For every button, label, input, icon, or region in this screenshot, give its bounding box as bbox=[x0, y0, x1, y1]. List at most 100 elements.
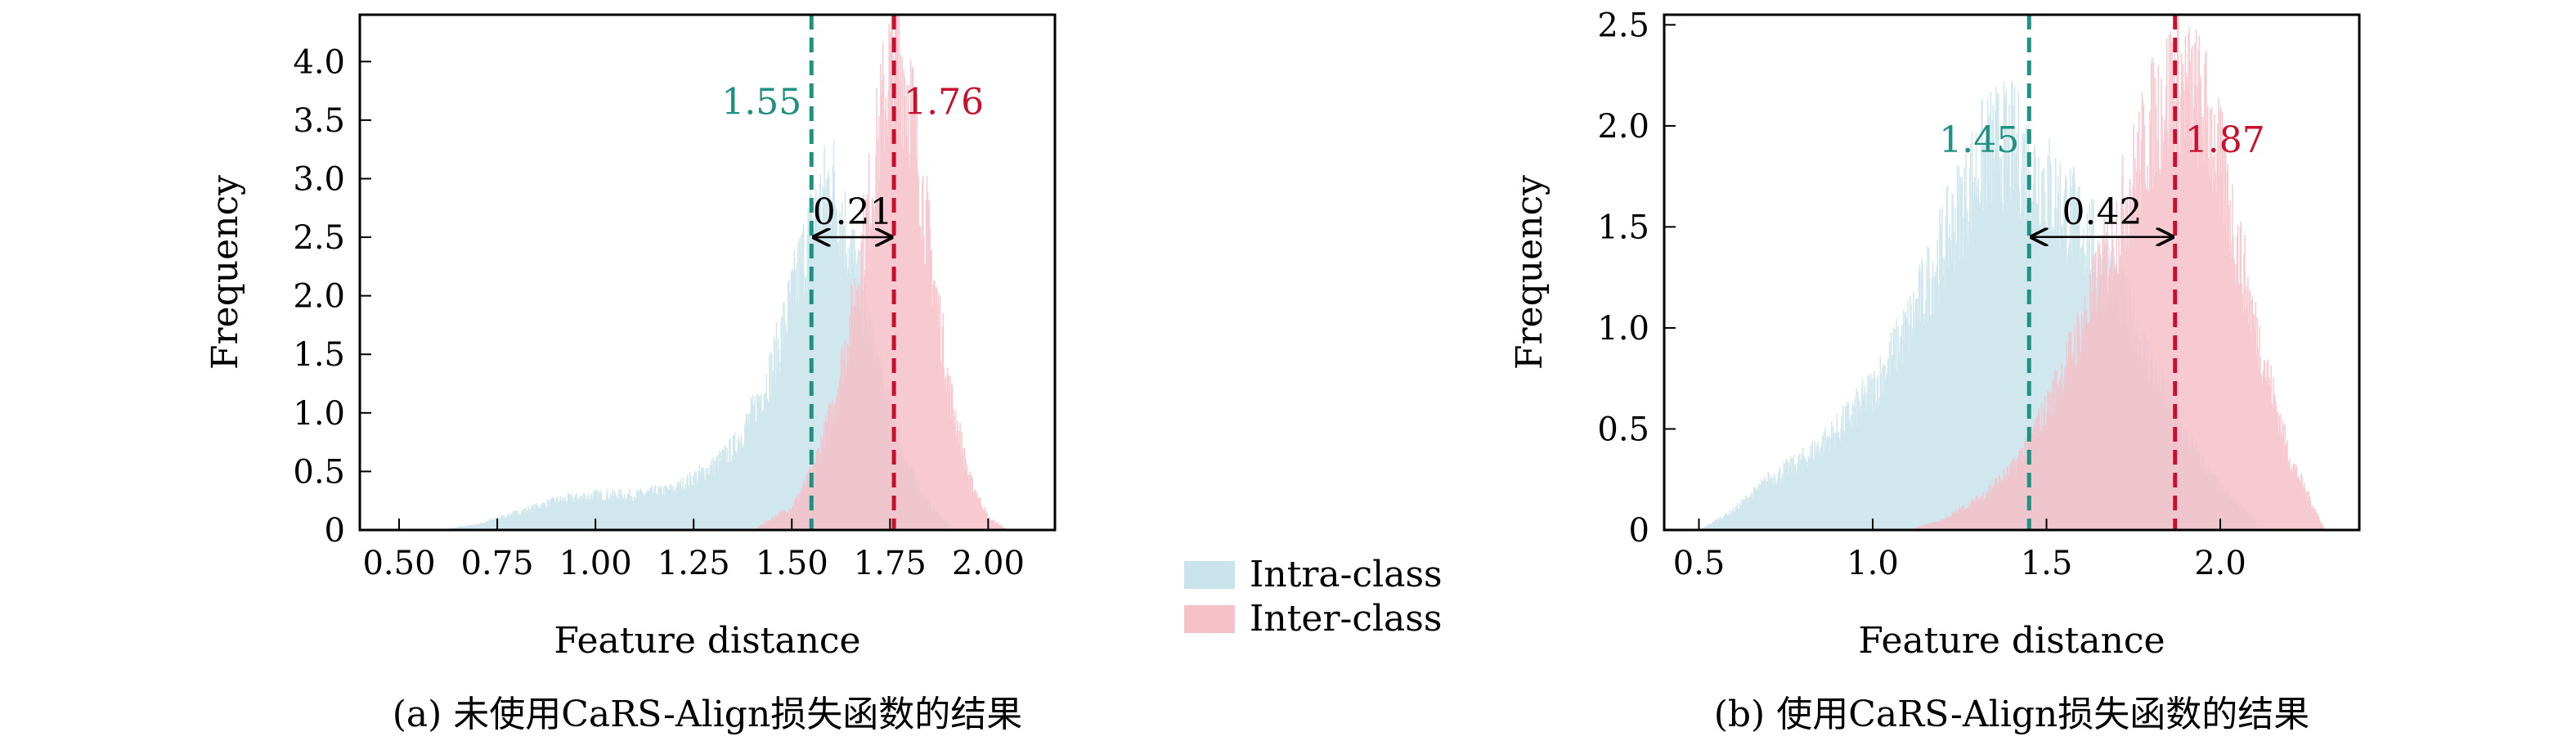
histogram-bar bbox=[2156, 171, 2158, 531]
histogram-bar bbox=[2242, 313, 2244, 530]
histogram-bar bbox=[2073, 365, 2076, 530]
histogram-bar bbox=[2011, 460, 2013, 530]
histogram-bar bbox=[868, 249, 871, 530]
histogram-bar bbox=[2248, 324, 2250, 530]
histogram-bar bbox=[534, 504, 536, 530]
histogram-bar bbox=[2173, 126, 2174, 530]
histogram-bar bbox=[972, 492, 974, 530]
histogram-bar bbox=[2014, 461, 2017, 530]
histogram-bar bbox=[529, 509, 532, 530]
histogram-bar bbox=[1820, 447, 1822, 530]
histogram-bar bbox=[1876, 379, 1878, 530]
histogram-bar bbox=[2246, 303, 2248, 530]
histogram-bar bbox=[774, 340, 776, 530]
histogram-bar bbox=[2016, 132, 2018, 530]
histogram-bar bbox=[2093, 294, 2094, 530]
histogram-bar bbox=[2036, 203, 2038, 530]
histogram-bar bbox=[1732, 512, 1734, 530]
histogram-bar bbox=[712, 456, 714, 530]
histogram-bar bbox=[2280, 433, 2282, 530]
histogram-bar bbox=[2296, 465, 2298, 530]
histogram-bar bbox=[1925, 524, 1927, 530]
histogram-bar bbox=[668, 490, 671, 530]
histogram-bar bbox=[2004, 474, 2007, 530]
histogram-bar bbox=[825, 422, 828, 530]
histogram-bar bbox=[788, 512, 790, 530]
histogram-bar bbox=[594, 490, 596, 530]
histogram-bar bbox=[977, 498, 979, 530]
histogram-bar bbox=[1811, 451, 1812, 530]
histogram-bar bbox=[1833, 433, 1835, 530]
histogram-bar bbox=[962, 455, 963, 530]
histogram-bar bbox=[2200, 76, 2201, 530]
histogram-bar bbox=[2240, 221, 2242, 530]
histogram-bar bbox=[803, 480, 806, 530]
histogram-bar bbox=[1956, 512, 1959, 530]
histogram-bar bbox=[804, 276, 806, 530]
histogram-bar bbox=[2145, 188, 2147, 531]
histogram-bar bbox=[640, 487, 642, 530]
histogram-bar bbox=[779, 361, 782, 530]
histogram-bar bbox=[2126, 198, 2129, 530]
legend-swatch-inter bbox=[1184, 605, 1235, 633]
histogram-bar bbox=[2309, 496, 2311, 530]
histogram-bar bbox=[617, 500, 618, 530]
histogram-bar bbox=[1839, 441, 1841, 530]
histogram-bar bbox=[1823, 432, 1825, 530]
histogram-bar bbox=[2022, 182, 2024, 530]
histogram-bar bbox=[605, 501, 607, 530]
histogram-bar bbox=[934, 281, 936, 530]
histogram-bar bbox=[1903, 342, 1905, 530]
histogram-bar bbox=[1907, 301, 1910, 530]
histogram-bar bbox=[1956, 512, 1958, 530]
histogram-bar bbox=[1938, 521, 1940, 530]
histogram-bar bbox=[739, 442, 741, 530]
histogram-bar bbox=[802, 224, 805, 530]
histogram-bar bbox=[1944, 519, 1946, 530]
histogram-bar bbox=[2144, 182, 2146, 530]
histogram-bar bbox=[2201, 135, 2203, 531]
histogram-bar bbox=[673, 490, 675, 530]
histogram-bar bbox=[878, 116, 880, 530]
histogram-bar bbox=[659, 487, 661, 530]
histogram-bar bbox=[2230, 242, 2232, 530]
histogram-bar bbox=[821, 440, 823, 530]
histogram-bar bbox=[2008, 477, 2010, 530]
histogram-bar bbox=[618, 491, 620, 530]
histogram-bar bbox=[2215, 193, 2217, 530]
histogram-bar bbox=[796, 497, 797, 530]
histogram-bar bbox=[1790, 472, 1793, 530]
x-tick-label: 2.00 bbox=[952, 545, 1025, 582]
histogram-bar bbox=[884, 110, 886, 530]
histogram-bar bbox=[623, 493, 626, 530]
histogram-bar bbox=[1747, 504, 1748, 530]
histogram-bar bbox=[901, 56, 904, 530]
histogram-bar bbox=[1726, 513, 1728, 530]
histogram-bar bbox=[581, 496, 583, 530]
histogram-bar bbox=[2152, 189, 2154, 530]
histogram-bar bbox=[2037, 416, 2039, 530]
histogram-bar bbox=[1901, 337, 1902, 530]
histogram-bar bbox=[555, 498, 558, 530]
histogram-bar bbox=[888, 24, 890, 531]
histogram-bar bbox=[1944, 287, 1946, 530]
histogram-bar bbox=[524, 511, 527, 530]
histogram-bar bbox=[969, 471, 972, 530]
histogram-bar bbox=[1986, 491, 1989, 530]
histogram-bar bbox=[626, 492, 629, 530]
histogram-bar bbox=[1859, 399, 1860, 530]
histogram-bar bbox=[981, 508, 984, 530]
histogram-bar bbox=[2052, 227, 2053, 530]
histogram-bar bbox=[2008, 133, 2009, 530]
histogram-bar bbox=[2161, 115, 2163, 530]
histogram-bar bbox=[781, 316, 783, 530]
histogram-bar bbox=[2059, 162, 2062, 530]
histogram-bar bbox=[999, 524, 1001, 530]
histogram-bar bbox=[1793, 466, 1796, 530]
histogram-bar bbox=[1898, 351, 1900, 530]
histogram-bar bbox=[627, 494, 629, 530]
histogram-bar bbox=[1870, 379, 1872, 530]
histogram-bar bbox=[504, 518, 505, 530]
histogram-bar bbox=[2239, 227, 2242, 530]
y-tick-label: 1.5 bbox=[1597, 209, 1649, 246]
